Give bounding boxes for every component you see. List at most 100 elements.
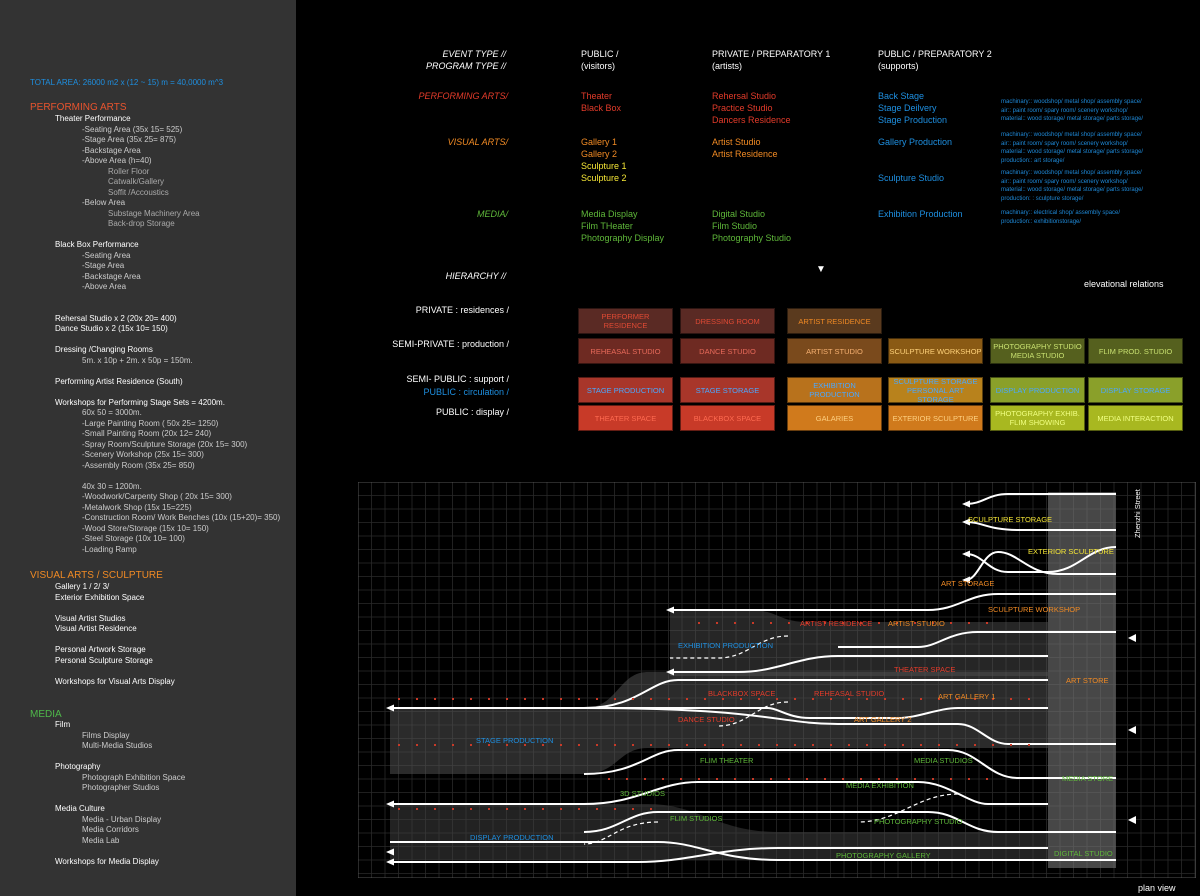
display-production-zone [390,804,1048,860]
flow-line [965,550,1116,581]
plan-room-label: DANCE STUDIO [678,715,735,724]
red-dot [704,698,706,700]
program-item: Gallery 1 [581,137,618,147]
support-note: air:: paint room/ spary room/ scenery wo… [1001,178,1128,185]
red-dot [974,744,976,746]
red-dot [470,698,472,700]
red-dot [842,778,844,780]
col-public-title: PUBLIC / [581,49,619,59]
hierarchy-box: EXTERIOR SCULPTURE [888,405,983,431]
program-item: Theater [581,91,613,101]
list-line: 60x 50 = 3000m. [82,408,142,417]
list-line: -Below Area [82,198,126,207]
flow-arrowhead [962,518,970,526]
list-line: -Stage Area (35x 25= 875) [82,135,177,144]
red-dot [758,744,760,746]
red-dot [632,744,634,746]
hierarchy-box: PHOTOGRAPHY STUDIO MEDIA STUDIO [990,338,1085,364]
hierarchy-box: STAGE STORAGE [680,377,775,403]
red-dot [416,808,418,810]
elevational-relations-label: elevational relations [1084,279,1164,289]
support-note: production: : sculpture storage/ [1001,195,1084,202]
hierarchy-box: PERFORMER RESIDENCE [578,308,673,334]
red-dot [896,778,898,780]
program-type-label: PROGRAM TYPE // [425,61,506,71]
col-private-sub: (artists) [712,61,742,71]
red-dot [776,698,778,700]
program-item: Black Box [581,103,622,113]
list-line: Personal Sculpture Storage [55,655,153,665]
list-line: Media Corridors [82,825,139,834]
support-note: air:: paint room/ spary room/ scenery wo… [1001,107,1128,114]
red-dot [704,744,706,746]
flow-line [670,655,1048,673]
plan-room-label: EXHIBITION PRODUCTION [678,641,773,650]
flow-arrowhead [666,668,674,676]
hierarchy-box: DISPLAY STORAGE [1088,377,1183,403]
red-dot [848,698,850,700]
red-dot [650,744,652,746]
red-dot [806,778,808,780]
hierarchy-title: HIERARCHY // [445,271,506,281]
hierarchy-box: ARTIST STUDIO [787,338,882,364]
list-line: -Spray Room/Sculpture Storage (20x 15= 3… [82,439,248,449]
col-private-title: PRIVATE / PREPARATORY 1 [712,49,831,59]
flow-line-dashed [583,821,659,845]
list-line: -Assembly Room (35x 25= 850) [82,460,195,470]
red-dot [560,808,562,810]
list-line: Films Display [82,730,130,740]
plan-room-label: ART STORAGE [941,579,994,588]
list-line: Media - Urban Display [82,814,162,824]
plan-room-label: MEDIA EXHIBITION [846,781,914,790]
list-line: Photographer Studios [82,783,160,792]
red-dot [968,622,970,624]
list-line: Workshops for Performing Stage Sets = 42… [55,397,225,407]
flow-arrowhead [962,500,970,508]
list-line: -Steel Storage (10x 10= 100) [82,534,185,543]
list-line: -Metalwork Shop (15x 15=225) [82,502,192,512]
list-line: Visual Artist Studios [55,613,126,623]
flow-line [390,781,1048,805]
flow-arrowhead [666,606,674,614]
list-line: Performing Artist Residence (South) [55,376,183,386]
red-dot [884,744,886,746]
red-dot [956,698,958,700]
red-dot [734,622,736,624]
program-item: Gallery 2 [581,149,618,159]
red-dot [398,808,400,810]
program-item: Sculpture Studio [878,173,945,183]
flow-arrowhead [386,858,394,866]
list-line: Dressing /Changing Rooms [55,345,153,354]
flow-line [838,631,1116,648]
support-note: production:: art storage/ [1001,157,1065,164]
red-dot [902,698,904,700]
plan-room-label: SCULPTURE WORKSHOP [988,605,1080,614]
program-item: Photography Studio [712,233,792,243]
red-dot [686,698,688,700]
red-dot [830,744,832,746]
hierarchy-level-label: PUBLIC : display / [435,407,509,417]
red-dot [920,744,922,746]
red-dot [596,744,598,746]
red-dot [434,744,436,746]
hierarchy-box: DANCE STUDIO [680,338,775,364]
diagram-canvas: EVENT TYPE // PROGRAM TYPE // PUBLIC / (… [296,0,1200,896]
program-item: Practice Studio [712,103,773,113]
event-type-row-label: MEDIA/ [476,209,508,219]
list-line: -Above Area (h=40) [82,156,152,165]
red-dot [596,808,598,810]
red-dot [698,622,700,624]
list-line: -Stage Area [82,261,125,270]
red-dot [608,778,610,780]
red-dot [632,698,634,700]
support-note: material:: wood storage/ metal storage/ … [1001,149,1144,155]
hierarchy-box: FLIM PROD. STUDIO [1088,338,1183,364]
street-name-label: Zhenzhi Street [1133,488,1142,538]
hierarchy-box: EXHIBITION PRODUCTION [787,377,882,403]
hierarchy-box: ARTIST RESIDENCE [787,308,882,334]
list-line: -Backstage Area [82,271,141,281]
list-line: Multi-Media Studios [82,741,153,750]
event-type-row-label: VISUAL ARTS/ [447,137,508,147]
red-dot [824,778,826,780]
plan-room-label: FLIM STUDIOS [670,814,723,823]
